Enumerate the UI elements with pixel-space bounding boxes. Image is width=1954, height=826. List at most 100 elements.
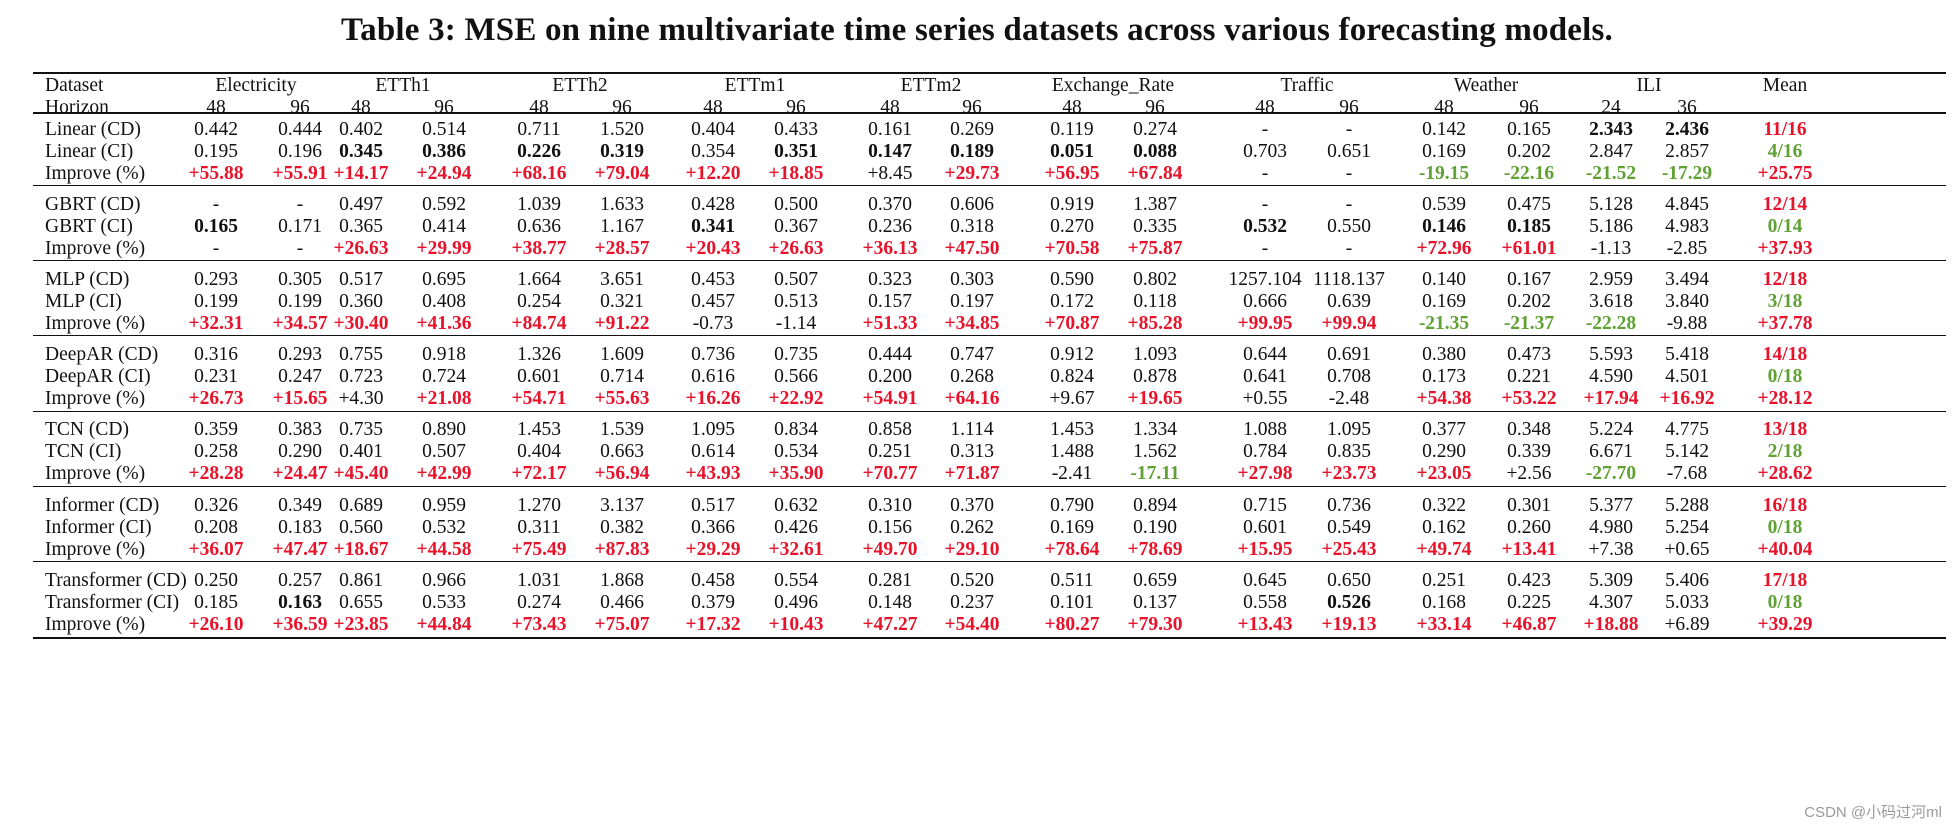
table-cell: +16.26 — [685, 388, 741, 409]
table-cell: 0.367 — [774, 216, 818, 237]
table-cell: 0.554 — [774, 570, 818, 591]
table-cell: - — [212, 238, 220, 259]
table-cell: 0.172 — [1050, 291, 1094, 312]
table-cell: 0.636 — [517, 216, 561, 237]
table-cell: - — [296, 194, 304, 215]
table-cell: 0.433 — [774, 119, 818, 140]
table-cell: 5.593 — [1589, 344, 1633, 365]
table-cell: 4.775 — [1665, 419, 1709, 440]
table-cell: 0.606 — [950, 194, 994, 215]
table-cell: +33.14 — [1416, 614, 1472, 635]
table-cell: 1.095 — [691, 419, 735, 440]
table-cell: 0.735 — [774, 344, 818, 365]
table-cell: 5.128 — [1589, 194, 1633, 215]
table-cell: 0.444 — [278, 119, 322, 140]
table-cell: 0.663 — [600, 441, 644, 462]
table-cell: 5.288 — [1665, 495, 1709, 516]
table-cell: -17.29 — [1661, 163, 1713, 184]
table-cell: +7.38 — [1588, 539, 1634, 560]
table-cell: +78.69 — [1127, 539, 1183, 560]
table-cell: -17.11 — [1130, 463, 1180, 484]
table-cell: 0.269 — [950, 119, 994, 140]
table-cell: - — [1345, 194, 1353, 215]
table-cell: - — [1261, 194, 1269, 215]
table-cell: 5.418 — [1665, 344, 1709, 365]
table-cell: 0.601 — [1243, 517, 1287, 538]
table-cell: 0.919 — [1050, 194, 1094, 215]
table-cell: +23.85 — [333, 614, 389, 635]
table-cell: 0/14 — [1767, 216, 1803, 237]
table-cell: -21.37 — [1503, 313, 1555, 334]
table-cell: 0.736 — [691, 344, 735, 365]
table-cell: -1.14 — [775, 313, 817, 334]
table-cell: 0.195 — [194, 141, 238, 162]
table-cell: 1.664 — [517, 269, 561, 290]
table-cell: 0.088 — [1133, 141, 1177, 162]
table-cell: +87.83 — [594, 539, 650, 560]
table-cell: 0.507 — [774, 269, 818, 290]
row-label: GBRT (CI) — [45, 216, 133, 237]
table-cell: 1.167 — [600, 216, 644, 237]
table-cell: +13.41 — [1501, 539, 1557, 560]
table-cell: 14/18 — [1762, 344, 1808, 365]
table-cell: 0.162 — [1422, 517, 1466, 538]
table-cell: 0.651 — [1327, 141, 1371, 162]
table-cell: 4.980 — [1589, 517, 1633, 538]
table-cell: +46.87 — [1501, 614, 1557, 635]
table-cell: 0.262 — [950, 517, 994, 538]
table-cell: 0.802 — [1133, 269, 1177, 290]
table-cell: 12/18 — [1762, 269, 1808, 290]
table-cell: 0.641 — [1243, 366, 1287, 387]
table-cell: - — [1261, 238, 1269, 259]
table-cell: +23.73 — [1321, 463, 1377, 484]
table-cell: +61.01 — [1501, 238, 1557, 259]
table-cell: 1.387 — [1133, 194, 1177, 215]
table-cell: 0.616 — [691, 366, 735, 387]
table-cell: 0.185 — [194, 592, 238, 613]
table-cell: +23.05 — [1416, 463, 1472, 484]
table-cell: 0.500 — [774, 194, 818, 215]
table-cell: 3.840 — [1665, 291, 1709, 312]
row-label: Improve (%) — [45, 163, 146, 184]
table-cell: 0.532 — [422, 517, 466, 538]
table-cell: 12/14 — [1762, 194, 1808, 215]
table-cell: 0.708 — [1327, 366, 1371, 387]
table-cell: 0.322 — [1422, 495, 1466, 516]
table-cell: 0.379 — [691, 592, 735, 613]
table-cell: +14.17 — [333, 163, 389, 184]
table-cell: 1.488 — [1050, 441, 1094, 462]
table-cell: 1.031 — [517, 570, 561, 591]
table-cell: 0.601 — [517, 366, 561, 387]
table-cell: 0.290 — [1422, 441, 1466, 462]
table-cell: 3.618 — [1589, 291, 1633, 312]
table-cell: 0.140 — [1422, 269, 1466, 290]
table-cell: 0.473 — [1507, 344, 1551, 365]
table-cell: 4.501 — [1665, 366, 1709, 387]
row-label: Informer (CD) — [45, 495, 160, 516]
table-cell: 0.199 — [194, 291, 238, 312]
table-cell: -22.16 — [1503, 163, 1555, 184]
table-cell: 1118.137 — [1313, 269, 1385, 290]
table-cell: 0.497 — [339, 194, 383, 215]
table-title: Table 3: MSE on nine multivariate time s… — [340, 12, 1614, 48]
table-cell: 0.784 — [1243, 441, 1287, 462]
table-cell: +32.61 — [768, 539, 824, 560]
table-cell: +2.56 — [1506, 463, 1552, 484]
row-label: Informer (CI) — [45, 517, 152, 538]
table-cell: 0.715 — [1243, 495, 1287, 516]
table-cell: 5.309 — [1589, 570, 1633, 591]
table-cell: 0.703 — [1243, 141, 1287, 162]
table-cell: +4.30 — [338, 388, 384, 409]
table-cell: +42.99 — [416, 463, 472, 484]
table-cell: -22.28 — [1585, 313, 1637, 334]
row-label: TCN (CD) — [45, 419, 129, 440]
table-cell: 0.185 — [1507, 216, 1551, 237]
table-cell: 13/18 — [1762, 419, 1808, 440]
table-cell: 0.689 — [339, 495, 383, 516]
table-cell: 0.370 — [868, 194, 912, 215]
table-cell: +75.49 — [511, 539, 567, 560]
table-cell: -2.85 — [1666, 238, 1708, 259]
table-cell: +26.63 — [768, 238, 824, 259]
table-cell: 0.370 — [950, 495, 994, 516]
table-cell: 0.146 — [1422, 216, 1466, 237]
